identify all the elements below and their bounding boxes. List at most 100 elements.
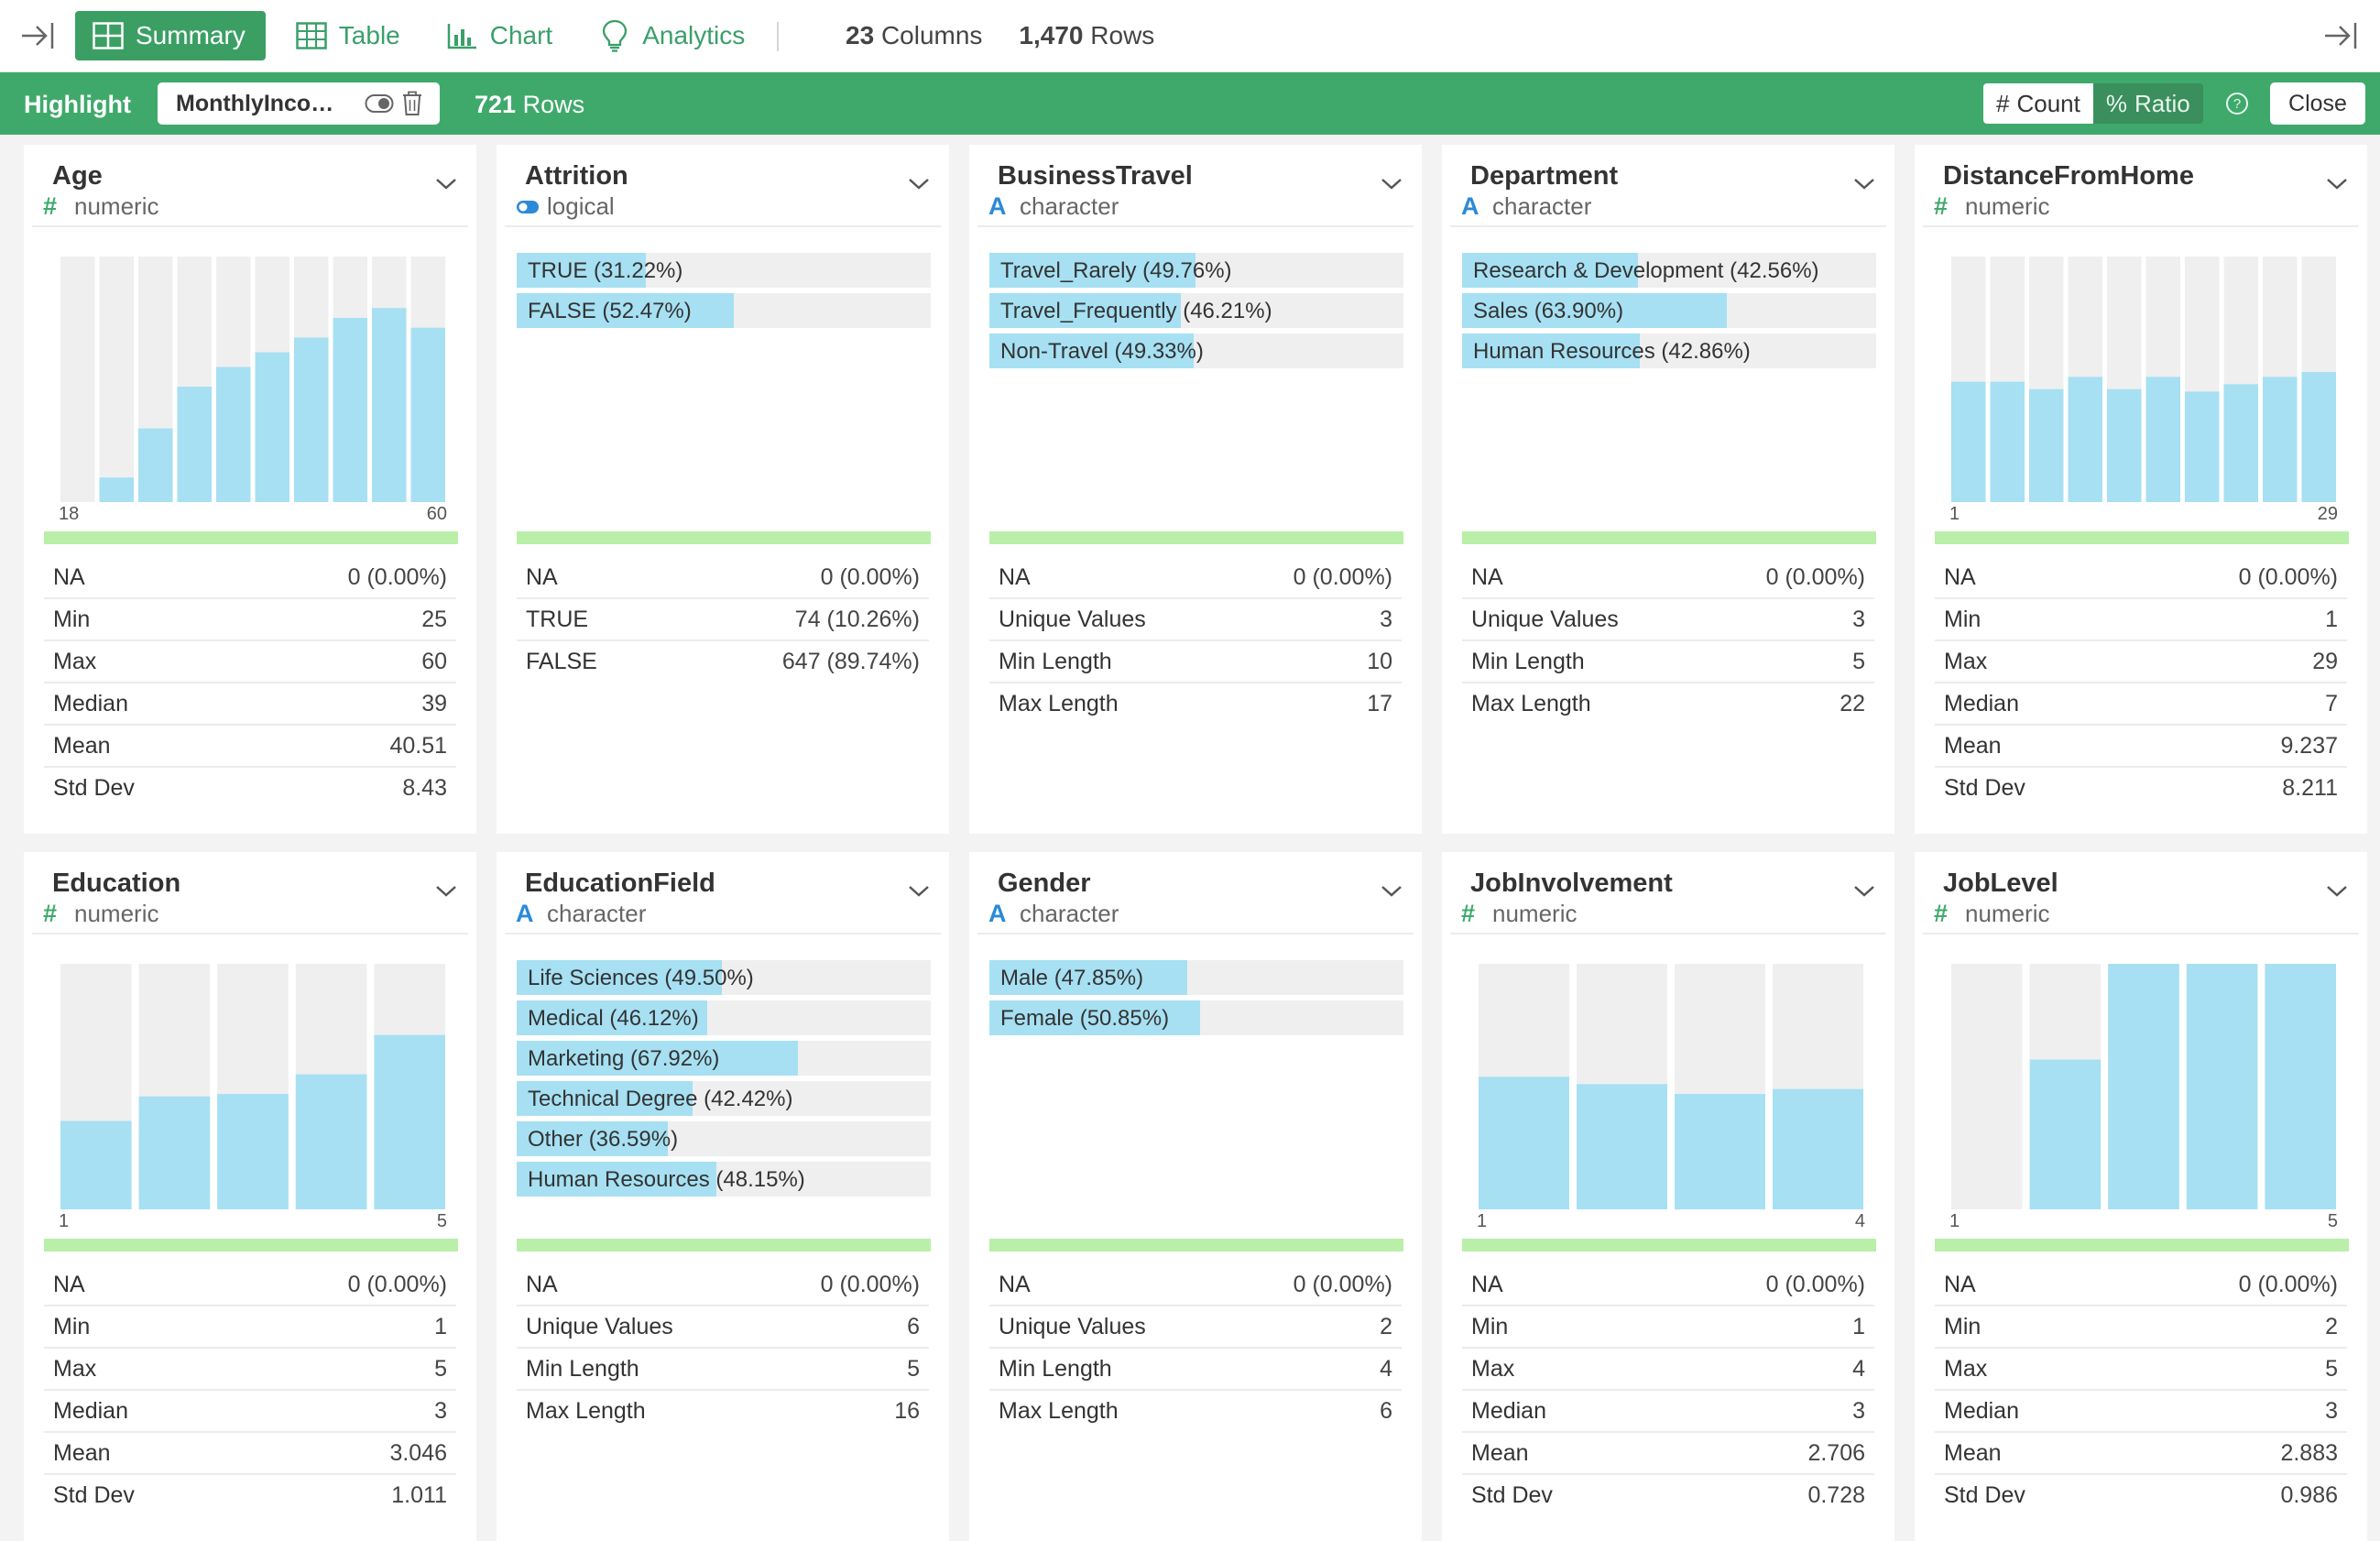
category-label: Travel_Frequently (46.21%) <box>1000 299 1272 323</box>
count-option[interactable]: # Count <box>1983 83 2093 124</box>
chevron-down-icon[interactable] <box>433 174 459 192</box>
chevron-down-icon[interactable] <box>2324 174 2350 192</box>
ratio-option[interactable]: % Ratio <box>2092 83 2203 124</box>
toggle-icon[interactable] <box>365 93 394 114</box>
stat-value: 74 (10.26%) <box>794 606 920 632</box>
stats-row: Min 2 <box>1935 1306 2347 1349</box>
stats-row: Min Length 5 <box>1462 641 1874 683</box>
histogram-bin-fill[interactable] <box>295 1074 367 1209</box>
stat-value: 60 <box>421 648 447 674</box>
histogram-bin-fill[interactable] <box>372 308 407 502</box>
tab-chart[interactable]: Chart <box>430 11 569 60</box>
column-chart: TRUE (31.22%) FALSE (52.47%) <box>497 227 949 557</box>
category-bar[interactable]: Human Resources (42.86%) <box>1462 333 1876 368</box>
chevron-down-icon[interactable] <box>906 881 932 900</box>
histogram-bin-fill[interactable] <box>2107 388 2142 502</box>
chevron-down-icon[interactable] <box>433 881 459 900</box>
highlight-column-selector[interactable]: MonthlyIncom… <box>158 82 440 125</box>
chevron-down-icon[interactable] <box>2324 881 2350 900</box>
histogram-bin-fill[interactable] <box>1577 1084 1667 1209</box>
histogram-bin-fill[interactable] <box>1479 1077 1569 1209</box>
histogram-bin-fill[interactable] <box>2301 371 2337 502</box>
histogram-bin-fill[interactable] <box>138 428 173 502</box>
histogram-bin-fill[interactable] <box>1773 1088 1863 1209</box>
category-bar-fill <box>989 1000 1200 1035</box>
collapse-right-icon[interactable] <box>2321 17 2362 54</box>
histogram-bin-fill[interactable] <box>2186 964 2258 1209</box>
category-bar[interactable]: FALSE (52.47%) <box>517 293 931 328</box>
category-bar[interactable]: Travel_Rarely (49.76%) <box>989 253 1403 288</box>
hash-icon: # <box>1934 192 1949 220</box>
tab-analytics[interactable]: Analytics <box>582 11 761 60</box>
histogram-bin-fill[interactable] <box>2108 964 2179 1209</box>
histogram-bin-fill[interactable] <box>2223 384 2259 502</box>
category-bar[interactable]: Medical (46.12%) <box>517 1000 931 1035</box>
histogram-bin-fill[interactable] <box>2185 391 2220 502</box>
chevron-down-icon[interactable] <box>1379 881 1404 900</box>
stat-value: 5 <box>2325 1355 2338 1382</box>
na-ratio-bar <box>989 1239 1403 1251</box>
stats-table: NA 0 (0.00%) Unique Values 3 Min Length 10 Max… <box>989 557 1402 724</box>
stat-name: Std Dev <box>53 1481 135 1508</box>
category-bar[interactable]: Travel_Frequently (46.21%) <box>989 293 1403 328</box>
histogram-bin-fill[interactable] <box>2068 377 2103 502</box>
stat-value: 4 <box>1380 1355 1392 1382</box>
stat-value: 3 <box>434 1397 447 1424</box>
category-bar-fill <box>517 293 735 328</box>
tab-table[interactable]: Table <box>278 11 417 60</box>
close-button[interactable]: Close <box>2270 82 2365 125</box>
stat-value: 2 <box>2325 1313 2338 1339</box>
collapse-left-icon[interactable] <box>18 17 59 54</box>
histogram-bin-fill[interactable] <box>1675 1094 1765 1209</box>
category-bar[interactable]: Human Resources (48.15%) <box>517 1162 931 1197</box>
column-card-attrition: Attrition logical TRUE (31.22%) FALSE (52.4… <box>497 145 949 834</box>
category-bar[interactable]: Other (36.59%) <box>517 1121 931 1156</box>
category-bar[interactable]: Non-Travel (49.33%) <box>989 333 1403 368</box>
histogram-bin-fill[interactable] <box>374 1034 445 1209</box>
category-bar[interactable]: Research & Development (42.56%) <box>1462 253 1876 288</box>
category-bar[interactable]: Male (47.85%) <box>989 960 1403 995</box>
chevron-down-icon[interactable] <box>1851 174 1877 192</box>
help-icon[interactable]: ? <box>2224 91 2250 116</box>
histogram-bin-fill[interactable] <box>217 1094 289 1209</box>
category-bar[interactable]: TRUE (31.22%) <box>517 253 931 288</box>
stats-row: NA 0 (0.00%) <box>517 1264 929 1306</box>
category-bar[interactable]: Technical Degree (42.42%) <box>517 1081 931 1116</box>
stat-name: Median <box>53 1397 128 1424</box>
histogram-bin-fill[interactable] <box>2263 377 2298 502</box>
histogram-bin-fill[interactable] <box>138 1096 211 1209</box>
histogram-bin-fill[interactable] <box>60 1120 132 1209</box>
histogram-bin-fill[interactable] <box>216 366 251 502</box>
category-bar[interactable]: Marketing (67.92%) <box>517 1041 931 1076</box>
histogram-bin-fill[interactable] <box>294 337 329 502</box>
stats-row: NA 0 (0.00%) <box>44 557 456 599</box>
tab-summary[interactable]: Summary <box>75 11 266 60</box>
column-type-label: numeric <box>1965 192 2050 220</box>
column-type-label: numeric <box>74 900 159 927</box>
chevron-down-icon[interactable] <box>1379 174 1404 192</box>
stats-row: Unique Values 3 <box>1462 599 1874 641</box>
category-bar[interactable]: Life Sciences (49.50%) <box>517 960 931 995</box>
category-list: Travel_Rarely (49.76%) Travel_Frequently … <box>989 253 1403 374</box>
trash-icon[interactable] <box>401 91 425 116</box>
histogram-bin-fill[interactable] <box>2029 388 2064 502</box>
chevron-down-icon[interactable] <box>1851 881 1877 900</box>
histogram-bin-fill[interactable] <box>1951 381 1986 502</box>
category-label: Life Sciences (49.50%) <box>528 966 754 990</box>
stats-row: Median 7 <box>1935 683 2347 726</box>
histogram-bin-fill[interactable] <box>2145 377 2181 502</box>
highlight-column-name: MonthlyIncom… <box>176 90 350 116</box>
histogram-bin-fill[interactable] <box>99 477 135 502</box>
histogram-bin-fill[interactable] <box>1990 381 2025 502</box>
chevron-down-icon[interactable] <box>906 174 932 192</box>
histogram-bin-fill[interactable] <box>2029 1059 2102 1209</box>
histogram-bin-fill[interactable] <box>333 318 368 502</box>
histogram-bin-fill[interactable] <box>177 387 213 502</box>
category-bar[interactable]: Female (50.85%) <box>989 1000 1403 1035</box>
histogram-bin-fill[interactable] <box>255 352 290 502</box>
category-bar[interactable]: Sales (63.90%) <box>1462 293 1876 328</box>
category-bar-fill <box>989 333 1194 368</box>
histogram-bin-fill[interactable] <box>2265 964 2336 1209</box>
histogram-bin-fill[interactable] <box>410 327 446 502</box>
stat-value: 0 (0.00%) <box>820 563 920 590</box>
